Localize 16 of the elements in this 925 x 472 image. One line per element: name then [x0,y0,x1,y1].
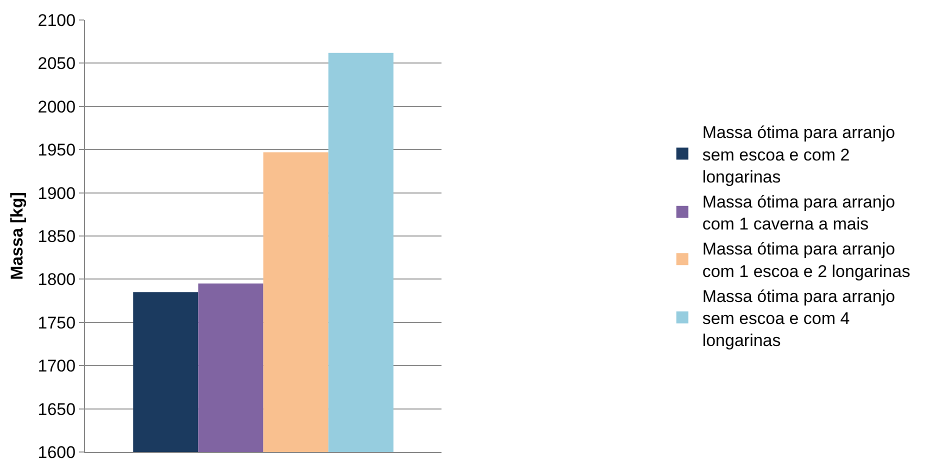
y-tick-label: 1900 [38,184,76,203]
y-tick-label: 2050 [38,54,76,74]
y-tick-label: 1650 [38,400,76,419]
legend-label: Massa ótima para arranjo sem escoa e com 2 longarinas [702,123,896,186]
y-tick-label: 1800 [38,270,76,290]
y-axis-title: Massa [kg] [7,192,26,280]
legend-label: Massa ótima para arranjo com 1 caverna a mais [702,192,896,234]
y-tick-label: 1850 [38,226,76,246]
y-tick-label: 1600 [38,442,76,462]
y-tick-label: 2100 [38,10,76,30]
y-tick-label: 1700 [38,356,76,376]
y-tick-label: 2000 [38,97,76,116]
legend-label: Massa ótima para arranjo sem escoa e com 4 longarinas [702,286,896,350]
legend-label: Massa ótima para arranjo com 1 escoa e 2 longarinas [702,240,910,281]
y-tick-label: 1750 [38,313,76,332]
y-tick-label: 1950 [38,140,76,160]
